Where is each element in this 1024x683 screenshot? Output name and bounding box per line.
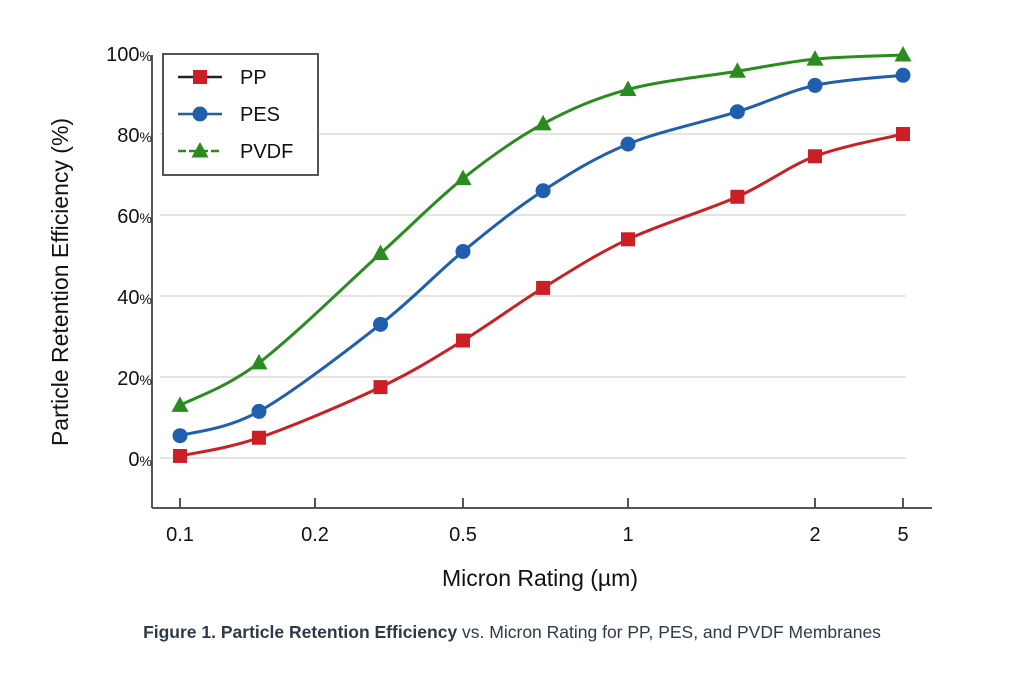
legend-item-pes: PES xyxy=(178,104,280,126)
data-point-pp xyxy=(621,232,635,247)
data-point-pp xyxy=(456,333,470,348)
data-point-pp xyxy=(373,380,388,395)
legend-item-pp: PP xyxy=(178,67,267,89)
data-point-pvdf xyxy=(534,114,552,131)
x-tick-label: 5 xyxy=(897,524,908,546)
y-tick-label: 60% xyxy=(117,206,152,228)
x-tick-label: 1 xyxy=(622,524,633,546)
data-point-pp xyxy=(251,430,266,445)
x-tick-label: 0.2 xyxy=(301,524,329,546)
legend-label: PP xyxy=(240,67,267,89)
series-group xyxy=(171,46,912,463)
series-line-pp xyxy=(179,132,904,458)
legend-label: PES xyxy=(240,104,280,126)
series-line-pes xyxy=(179,73,904,438)
legend-marker-circle xyxy=(192,106,208,122)
y-tick-label: 40% xyxy=(117,287,152,309)
y-ticks: 0% 20% 40% 60% 80% 100% xyxy=(106,44,152,471)
data-point-pvdf xyxy=(250,353,268,370)
series-pvdf xyxy=(171,46,912,412)
caption-rest: vs. Micron Rating for PP, PES, and PVDF … xyxy=(457,622,881,642)
data-point-pes xyxy=(895,67,911,83)
x-tick-label: 0.1 xyxy=(166,524,194,546)
y-tick-label: 80% xyxy=(117,125,152,147)
legend-item-pvdf: PVDF xyxy=(178,141,293,163)
data-point-pes xyxy=(172,428,188,444)
figure-caption: Figure 1. Particle Retention Efficiency … xyxy=(0,622,1024,643)
x-tick-label: 0.5 xyxy=(449,524,477,546)
y-tick-label: 20% xyxy=(117,368,152,390)
legend-marker-triangle xyxy=(191,142,209,158)
data-point-pes xyxy=(372,316,388,332)
data-point-pp xyxy=(896,127,910,141)
data-point-pes xyxy=(455,243,471,259)
x-tick-label: 2 xyxy=(809,524,820,546)
y-tick-label: 0% xyxy=(128,449,152,471)
data-point-pes xyxy=(807,77,823,93)
data-point-pp xyxy=(536,280,551,295)
series-pes xyxy=(172,67,911,444)
data-point-pp xyxy=(808,149,822,164)
data-point-pes xyxy=(620,136,636,152)
y-axis-label: Particle Retention Efficiency (%) xyxy=(47,118,73,446)
data-point-pvdf xyxy=(806,50,824,66)
data-point-pvdf xyxy=(454,169,472,186)
data-point-pp xyxy=(730,189,745,204)
legend-label: PVDF xyxy=(240,141,293,163)
data-point-pes xyxy=(535,183,551,199)
series-line-pvdf xyxy=(179,53,904,407)
data-point-pvdf xyxy=(728,62,746,78)
x-axis-label: Micron Rating (µm) xyxy=(442,565,638,591)
x-ticks: 0.1 0.2 0.5 1 2 5 xyxy=(166,498,909,546)
data-point-pvdf xyxy=(619,80,637,96)
data-point-pvdf xyxy=(171,396,189,412)
legend: PP PES PVDF xyxy=(162,53,319,176)
data-point-pes xyxy=(251,403,267,419)
data-point-pvdf xyxy=(894,46,912,62)
data-point-pp xyxy=(173,448,187,463)
data-point-pvdf xyxy=(371,244,389,260)
series-pp xyxy=(173,127,910,463)
legend-marker-square xyxy=(193,70,207,84)
y-tick-label: 100% xyxy=(106,44,152,66)
caption-bold: Figure 1. Particle Retention Efficiency xyxy=(143,622,458,642)
data-point-pes xyxy=(729,104,745,120)
